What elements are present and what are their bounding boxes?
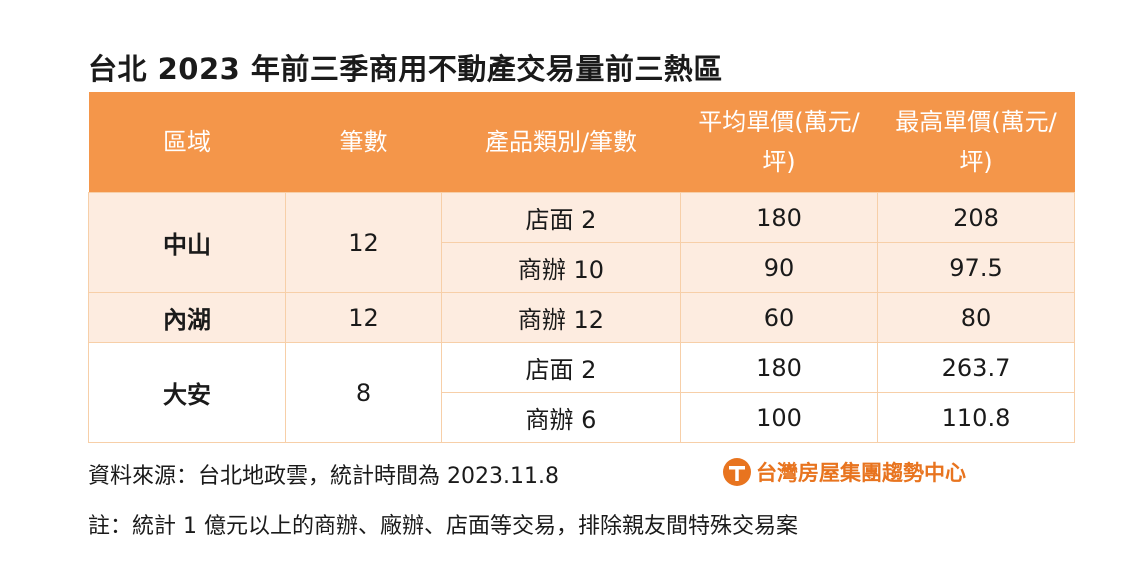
table-row: 大安 8 店面 2 180 263.7 — [88, 342, 1075, 443]
header-avg-price: 平均單價(萬元/坪) — [680, 92, 878, 193]
max-price-cell: 97.5 — [877, 242, 1075, 293]
header-count: 筆數 — [285, 92, 442, 193]
max-price-cell: 110.8 — [877, 392, 1075, 443]
count-cell: 12 — [285, 292, 442, 343]
page-title: 台北 2023 年前三季商用不動產交易量前三熱區 — [88, 52, 723, 86]
header-district: 區域 — [88, 92, 286, 193]
hotspot-table: 區域 筆數 產品類別/筆數 平均單價(萬元/坪) 最高單價(萬元/坪) 中山 1… — [88, 92, 1075, 443]
max-price-cell: 263.7 — [877, 342, 1075, 393]
table-row: 中山 12 店面 2 180 208 — [88, 192, 1075, 293]
district-cell: 內湖 — [88, 292, 286, 343]
count-cell: 12 — [285, 192, 442, 293]
district-cell: 大安 — [88, 342, 286, 443]
max-price-cell: 208 — [877, 192, 1075, 243]
avg-price-cell: 180 — [680, 192, 878, 243]
house-logo-icon — [723, 458, 751, 486]
product-cell: 商辦 10 — [441, 242, 681, 293]
district-cell: 中山 — [88, 192, 286, 293]
product-cell: 店面 2 — [441, 192, 681, 243]
footnote: 註：統計 1 億元以上的商辦、廠辦、店面等交易，排除親友間特殊交易案 — [88, 514, 798, 539]
avg-price-cell: 60 — [680, 292, 878, 343]
table-header-row: 區域 筆數 產品類別/筆數 平均單價(萬元/坪) 最高單價(萬元/坪) — [88, 92, 1075, 193]
product-cell: 商辦 12 — [441, 292, 681, 343]
product-cell: 店面 2 — [441, 342, 681, 393]
table-row: 商辦 6 100 110.8 — [89, 392, 1075, 443]
avg-price-cell: 100 — [680, 392, 878, 443]
table-row: 內湖 12 商辦 12 60 80 — [88, 292, 1075, 343]
product-cell: 商辦 6 — [441, 392, 681, 443]
avg-price-cell: 90 — [680, 242, 878, 293]
brand-name: 台灣房屋集團趨勢中心 — [756, 461, 966, 485]
table-row: 商辦 10 90 97.5 — [89, 242, 1075, 293]
max-price-cell: 80 — [877, 292, 1075, 343]
brand-logo: 台灣房屋集團趨勢中心 — [722, 457, 966, 487]
count-cell: 8 — [285, 342, 442, 443]
header-max-price: 最高單價(萬元/坪) — [877, 92, 1075, 193]
header-product: 產品類別/筆數 — [441, 92, 681, 193]
avg-price-cell: 180 — [680, 342, 878, 393]
source-note: 資料來源：台北地政雲，統計時間為 2023.11.8 — [88, 464, 559, 489]
